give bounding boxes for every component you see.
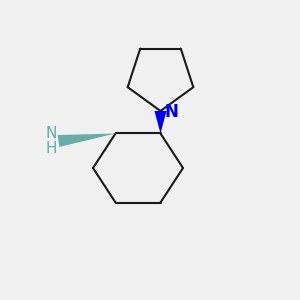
Polygon shape (154, 111, 166, 134)
Text: N: N (164, 103, 178, 121)
Polygon shape (58, 134, 116, 147)
Text: H: H (46, 141, 57, 156)
Text: N: N (46, 126, 57, 141)
